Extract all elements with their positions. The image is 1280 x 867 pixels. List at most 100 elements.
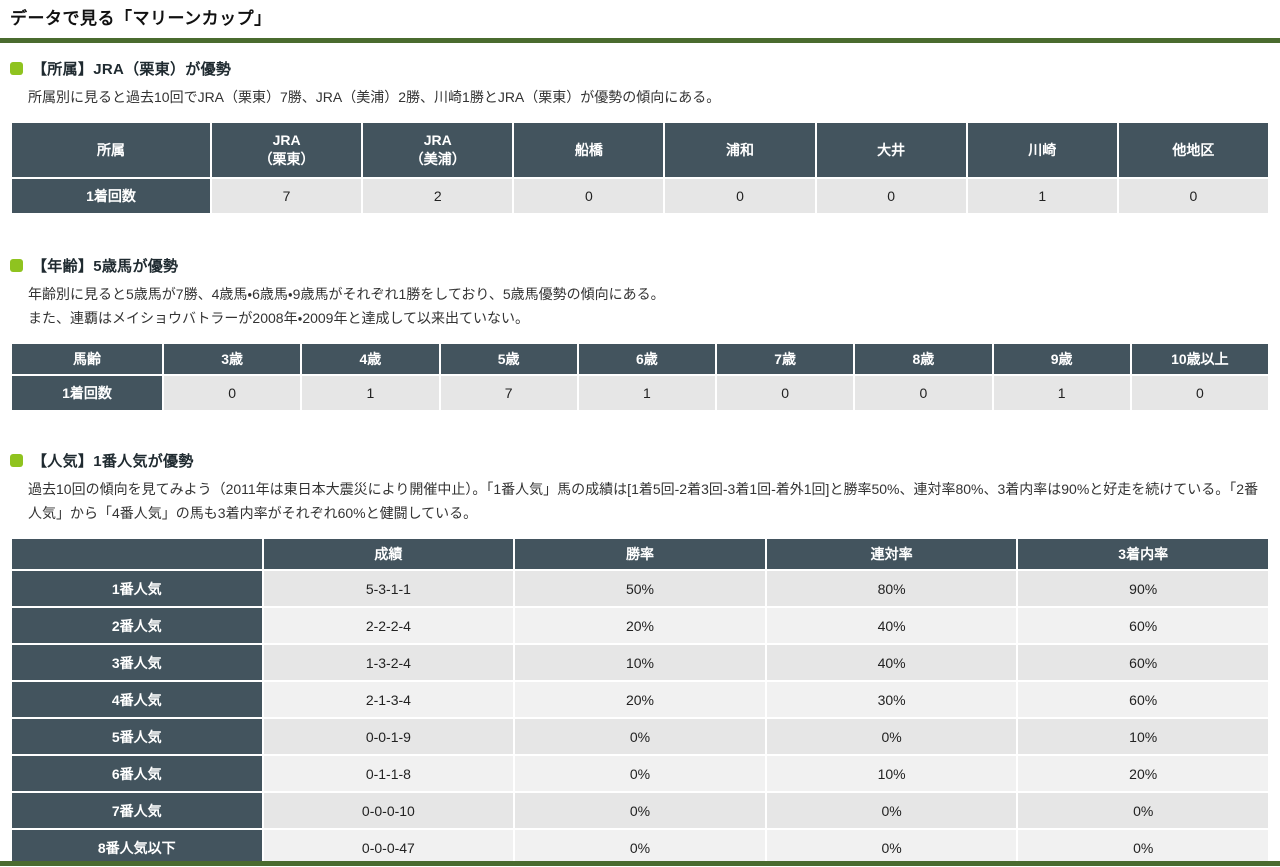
data-cell: 0-0-0-10: [261, 791, 516, 830]
data-cell: 0%: [764, 791, 1019, 830]
data-cell: 5-3-1-1: [261, 569, 516, 608]
data-cell: 7: [209, 177, 364, 215]
popularity-table: 成績 勝率 連対率 3着内率 1番人気 5-3-1-1 50% 80% 90% 2番人気 2-2-2…: [10, 537, 1270, 867]
data-cell: 0-0-1-9: [261, 717, 516, 756]
green-square-bullet-icon: [10, 454, 23, 467]
data-cell: 0-1-1-8: [261, 754, 516, 793]
data-cell: 0: [161, 374, 303, 412]
data-cell: 20%: [1016, 754, 1270, 793]
green-square-bullet-icon: [10, 259, 23, 272]
row-header: 3番人気: [10, 643, 264, 682]
data-cell: 1: [991, 374, 1132, 412]
row-header: 5番人気: [10, 717, 264, 756]
section-affiliation: 【所属】JRA（栗東）が優勢 所属別に見ると過去10回でJRA（栗東）7勝、JR…: [10, 58, 1271, 215]
title-underline: [0, 38, 1280, 43]
page-title: データで見る「マリーンカップ」: [10, 9, 272, 28]
data-cell: 1-3-2-4: [261, 643, 516, 682]
age-table: 馬齢 3歳 4歳 5歳 6歳 7歳 8歳 9歳 10歳以上 1着回数 0 1 7 1 0 0 1 0: [10, 342, 1271, 412]
row-header: 1番人気: [10, 569, 264, 608]
data-cell: 2: [361, 177, 515, 215]
row-header: 1着回数: [10, 374, 164, 412]
column-header: 他地区: [1116, 121, 1271, 179]
data-cell: 40%: [764, 606, 1019, 645]
column-header: 所属: [10, 121, 212, 179]
data-cell: 10%: [1016, 717, 1270, 756]
data-cell: 1: [576, 374, 718, 412]
data-cell: 60%: [1016, 643, 1270, 682]
data-cell: 0: [853, 374, 994, 412]
table-row: 5番人気 0-0-1-9 0% 0% 10%: [10, 717, 1270, 756]
row-header: 4番人気: [10, 680, 264, 719]
column-header: 浦和: [663, 121, 817, 179]
row-header: 8番人気以下: [10, 828, 264, 867]
column-header: 勝率: [513, 537, 767, 571]
table-row: 4番人気 2-1-3-4 20% 30% 60%: [10, 680, 1270, 719]
section-heading-text: 【所属】JRA（栗東）が優勢: [32, 61, 232, 78]
header-row: 馬齢 3歳 4歳 5歳 6歳 7歳 8歳 9歳 10歳以上: [10, 342, 1271, 376]
section-heading: 【所属】JRA（栗東）が優勢: [10, 58, 1270, 79]
table-row: 1番人気 5-3-1-1 50% 80% 90%: [10, 569, 1270, 608]
column-header: 8歳: [853, 342, 994, 376]
column-header: 川崎: [965, 121, 1119, 179]
table-row: 8番人気以下 0-0-0-47 0% 0% 0%: [10, 828, 1270, 867]
column-header: 大井: [814, 121, 968, 179]
page-bottom-bar: [0, 861, 1280, 866]
data-cell: 30%: [764, 680, 1019, 719]
data-cell: 50%: [513, 569, 767, 608]
data-cell: 0%: [1016, 828, 1270, 867]
data-cell: 2-1-3-4: [261, 680, 516, 719]
data-cell: 7: [438, 374, 579, 412]
data-cell: 0%: [513, 754, 767, 793]
data-cell: 0: [814, 177, 968, 215]
table-row: 1着回数 7 2 0 0 0 1 0: [10, 177, 1271, 215]
section-heading-text: 【人気】1番人気が優勢: [32, 453, 194, 470]
column-header: JRA （美浦）: [361, 121, 515, 179]
data-cell: 1: [300, 374, 441, 412]
section-heading-text: 【年齢】5歳馬が優勢: [32, 258, 179, 275]
section-description: また、連覇はメイショウバトラーが2008年・2009年と達成して以来出ていない。: [28, 310, 530, 326]
data-cell: 0: [714, 374, 856, 412]
data-cell: 10%: [764, 754, 1019, 793]
table-row: 6番人気 0-1-1-8 0% 10% 20%: [10, 754, 1270, 793]
data-cell: 0%: [1016, 791, 1270, 830]
header-row: 所属 JRA （栗東） JRA （美浦） 船橋 浦和 大井 川崎 他地区: [10, 121, 1271, 179]
data-cell: 20%: [513, 680, 767, 719]
column-header: 船橋: [512, 121, 666, 179]
column-header: JRA （栗東）: [209, 121, 364, 179]
section-description: 過去10回の傾向を見てみよう（2011年は東日本大震災により開催中止）。「1番人…: [28, 481, 1259, 521]
table-row: 3番人気 1-3-2-4 10% 40% 60%: [10, 643, 1270, 682]
table-row: 1着回数 0 1 7 1 0 0 1 0: [10, 374, 1271, 412]
data-cell: 0: [663, 177, 817, 215]
section-heading: 【年齢】5歳馬が優勢: [10, 255, 1270, 276]
column-header: 10歳以上: [1129, 342, 1271, 376]
data-cell: 10%: [513, 643, 767, 682]
table-row: 7番人気 0-0-0-10 0% 0% 0%: [10, 791, 1270, 830]
column-header: 5歳: [438, 342, 579, 376]
column-header: 3歳: [161, 342, 303, 376]
column-header: [10, 537, 264, 571]
column-header: 3着内率: [1016, 537, 1270, 571]
section-age: 【年齢】5歳馬が優勢 年齢別に見ると5歳馬が7勝、4歳馬・6歳馬・9歳馬がそれぞ…: [10, 255, 1271, 412]
section-heading: 【人気】1番人気が優勢: [10, 450, 1270, 471]
column-header: 連対率: [764, 537, 1019, 571]
column-header: 4歳: [300, 342, 441, 376]
data-cell: 0%: [764, 717, 1019, 756]
data-cell: 0: [512, 177, 666, 215]
data-cell: 0%: [513, 717, 767, 756]
row-header: 2番人気: [10, 606, 264, 645]
data-cell: 0%: [513, 791, 767, 830]
data-cell: 90%: [1016, 569, 1270, 608]
data-cell: 0: [1116, 177, 1271, 215]
data-cell: 1: [965, 177, 1119, 215]
section-popularity: 【人気】1番人気が優勢 過去10回の傾向を見てみよう（2011年は東日本大震災に…: [10, 450, 1270, 867]
column-header: 7歳: [714, 342, 856, 376]
column-header: 馬齢: [10, 342, 164, 376]
section-description: 年齢別に見ると5歳馬が7勝、4歳馬・6歳馬・9歳馬がそれぞれ1勝をしており、5歳…: [28, 286, 665, 302]
data-cell: 2-2-2-4: [261, 606, 516, 645]
data-cell: 80%: [764, 569, 1019, 608]
row-header: 7番人気: [10, 791, 264, 830]
data-cell: 60%: [1016, 606, 1270, 645]
header-row: 成績 勝率 連対率 3着内率: [10, 537, 1270, 571]
data-cell: 40%: [764, 643, 1019, 682]
